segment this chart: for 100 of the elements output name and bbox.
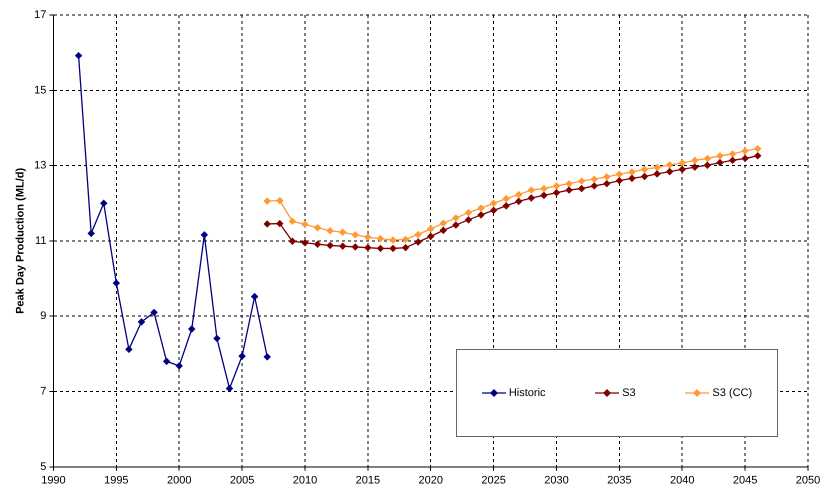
point	[302, 220, 308, 228]
point	[678, 160, 686, 166]
y-tick-label: 15	[34, 84, 46, 96]
point	[414, 238, 422, 246]
point	[314, 240, 321, 248]
x-tick-label: 2030	[544, 474, 569, 486]
point	[691, 164, 698, 171]
y-tick-label: 9	[40, 310, 46, 322]
point	[754, 152, 762, 160]
point	[112, 280, 120, 287]
point	[352, 243, 359, 250]
point	[238, 352, 246, 360]
point	[163, 358, 170, 365]
point	[390, 244, 396, 252]
point	[314, 224, 321, 232]
point	[590, 182, 598, 190]
point	[364, 234, 372, 241]
point	[654, 170, 661, 178]
point	[464, 216, 472, 224]
point	[200, 231, 208, 238]
point	[528, 194, 535, 202]
point	[616, 170, 623, 178]
point	[729, 150, 736, 158]
point	[138, 318, 145, 326]
point	[427, 232, 434, 240]
x-tick-label: 2020	[418, 474, 443, 486]
point	[628, 174, 636, 182]
x-tick-label: 2025	[481, 474, 506, 486]
point	[226, 385, 233, 392]
point	[502, 195, 510, 202]
point	[553, 189, 560, 196]
point	[75, 52, 82, 60]
point	[628, 168, 636, 176]
point	[490, 200, 498, 207]
point	[578, 178, 586, 184]
x-tick-label: 1995	[104, 474, 129, 486]
point	[402, 244, 410, 252]
point	[440, 220, 447, 227]
x-tick-label: 2010	[292, 474, 318, 486]
point	[352, 231, 359, 238]
point	[603, 180, 610, 188]
point	[288, 218, 296, 225]
point	[125, 346, 132, 353]
point	[566, 186, 573, 194]
point	[716, 159, 724, 166]
point	[515, 198, 522, 205]
y-tick-label: 11	[35, 234, 46, 247]
legend-label: Historic	[508, 386, 546, 399]
y-tick-label: 5	[40, 460, 46, 473]
point	[427, 225, 434, 232]
point	[339, 242, 346, 250]
x-tick-label: 2050	[796, 474, 820, 486]
x-tick-label: 2040	[670, 474, 694, 486]
legend-label: S3 (CC)	[712, 386, 752, 399]
point	[452, 222, 460, 229]
point	[603, 173, 610, 180]
point	[704, 154, 711, 162]
x-tick-label: 2045	[732, 474, 758, 486]
point	[666, 168, 674, 176]
point	[490, 206, 498, 214]
point	[452, 214, 460, 222]
point	[150, 308, 158, 316]
point	[302, 239, 308, 246]
point	[414, 231, 422, 238]
point	[440, 226, 447, 234]
x-tick-label: 2000	[166, 474, 192, 486]
point	[376, 235, 384, 242]
point	[376, 244, 384, 252]
point	[566, 180, 573, 188]
point	[276, 220, 284, 228]
point	[742, 154, 749, 162]
point	[678, 166, 686, 173]
point	[213, 334, 220, 342]
y-tick-label: 7	[40, 386, 46, 398]
point	[691, 156, 698, 164]
point	[264, 220, 271, 228]
point	[666, 161, 674, 168]
y-tick-label: 13	[34, 160, 46, 172]
point	[528, 186, 535, 194]
point	[276, 197, 284, 204]
point	[176, 362, 183, 370]
point	[478, 211, 484, 218]
x-tick-label: 1990	[41, 474, 66, 486]
legend-label: S3	[622, 386, 636, 399]
point	[654, 164, 661, 171]
point	[729, 156, 736, 164]
point	[88, 230, 95, 237]
point	[390, 236, 396, 244]
x-tick-label: 2035	[607, 474, 632, 486]
point	[641, 173, 648, 180]
point	[515, 191, 522, 198]
point	[402, 236, 410, 243]
point	[364, 244, 372, 252]
point	[704, 162, 711, 169]
point	[326, 242, 334, 249]
point	[742, 147, 749, 154]
point	[251, 293, 258, 300]
point	[578, 185, 586, 192]
point	[464, 209, 472, 216]
point	[540, 192, 548, 199]
